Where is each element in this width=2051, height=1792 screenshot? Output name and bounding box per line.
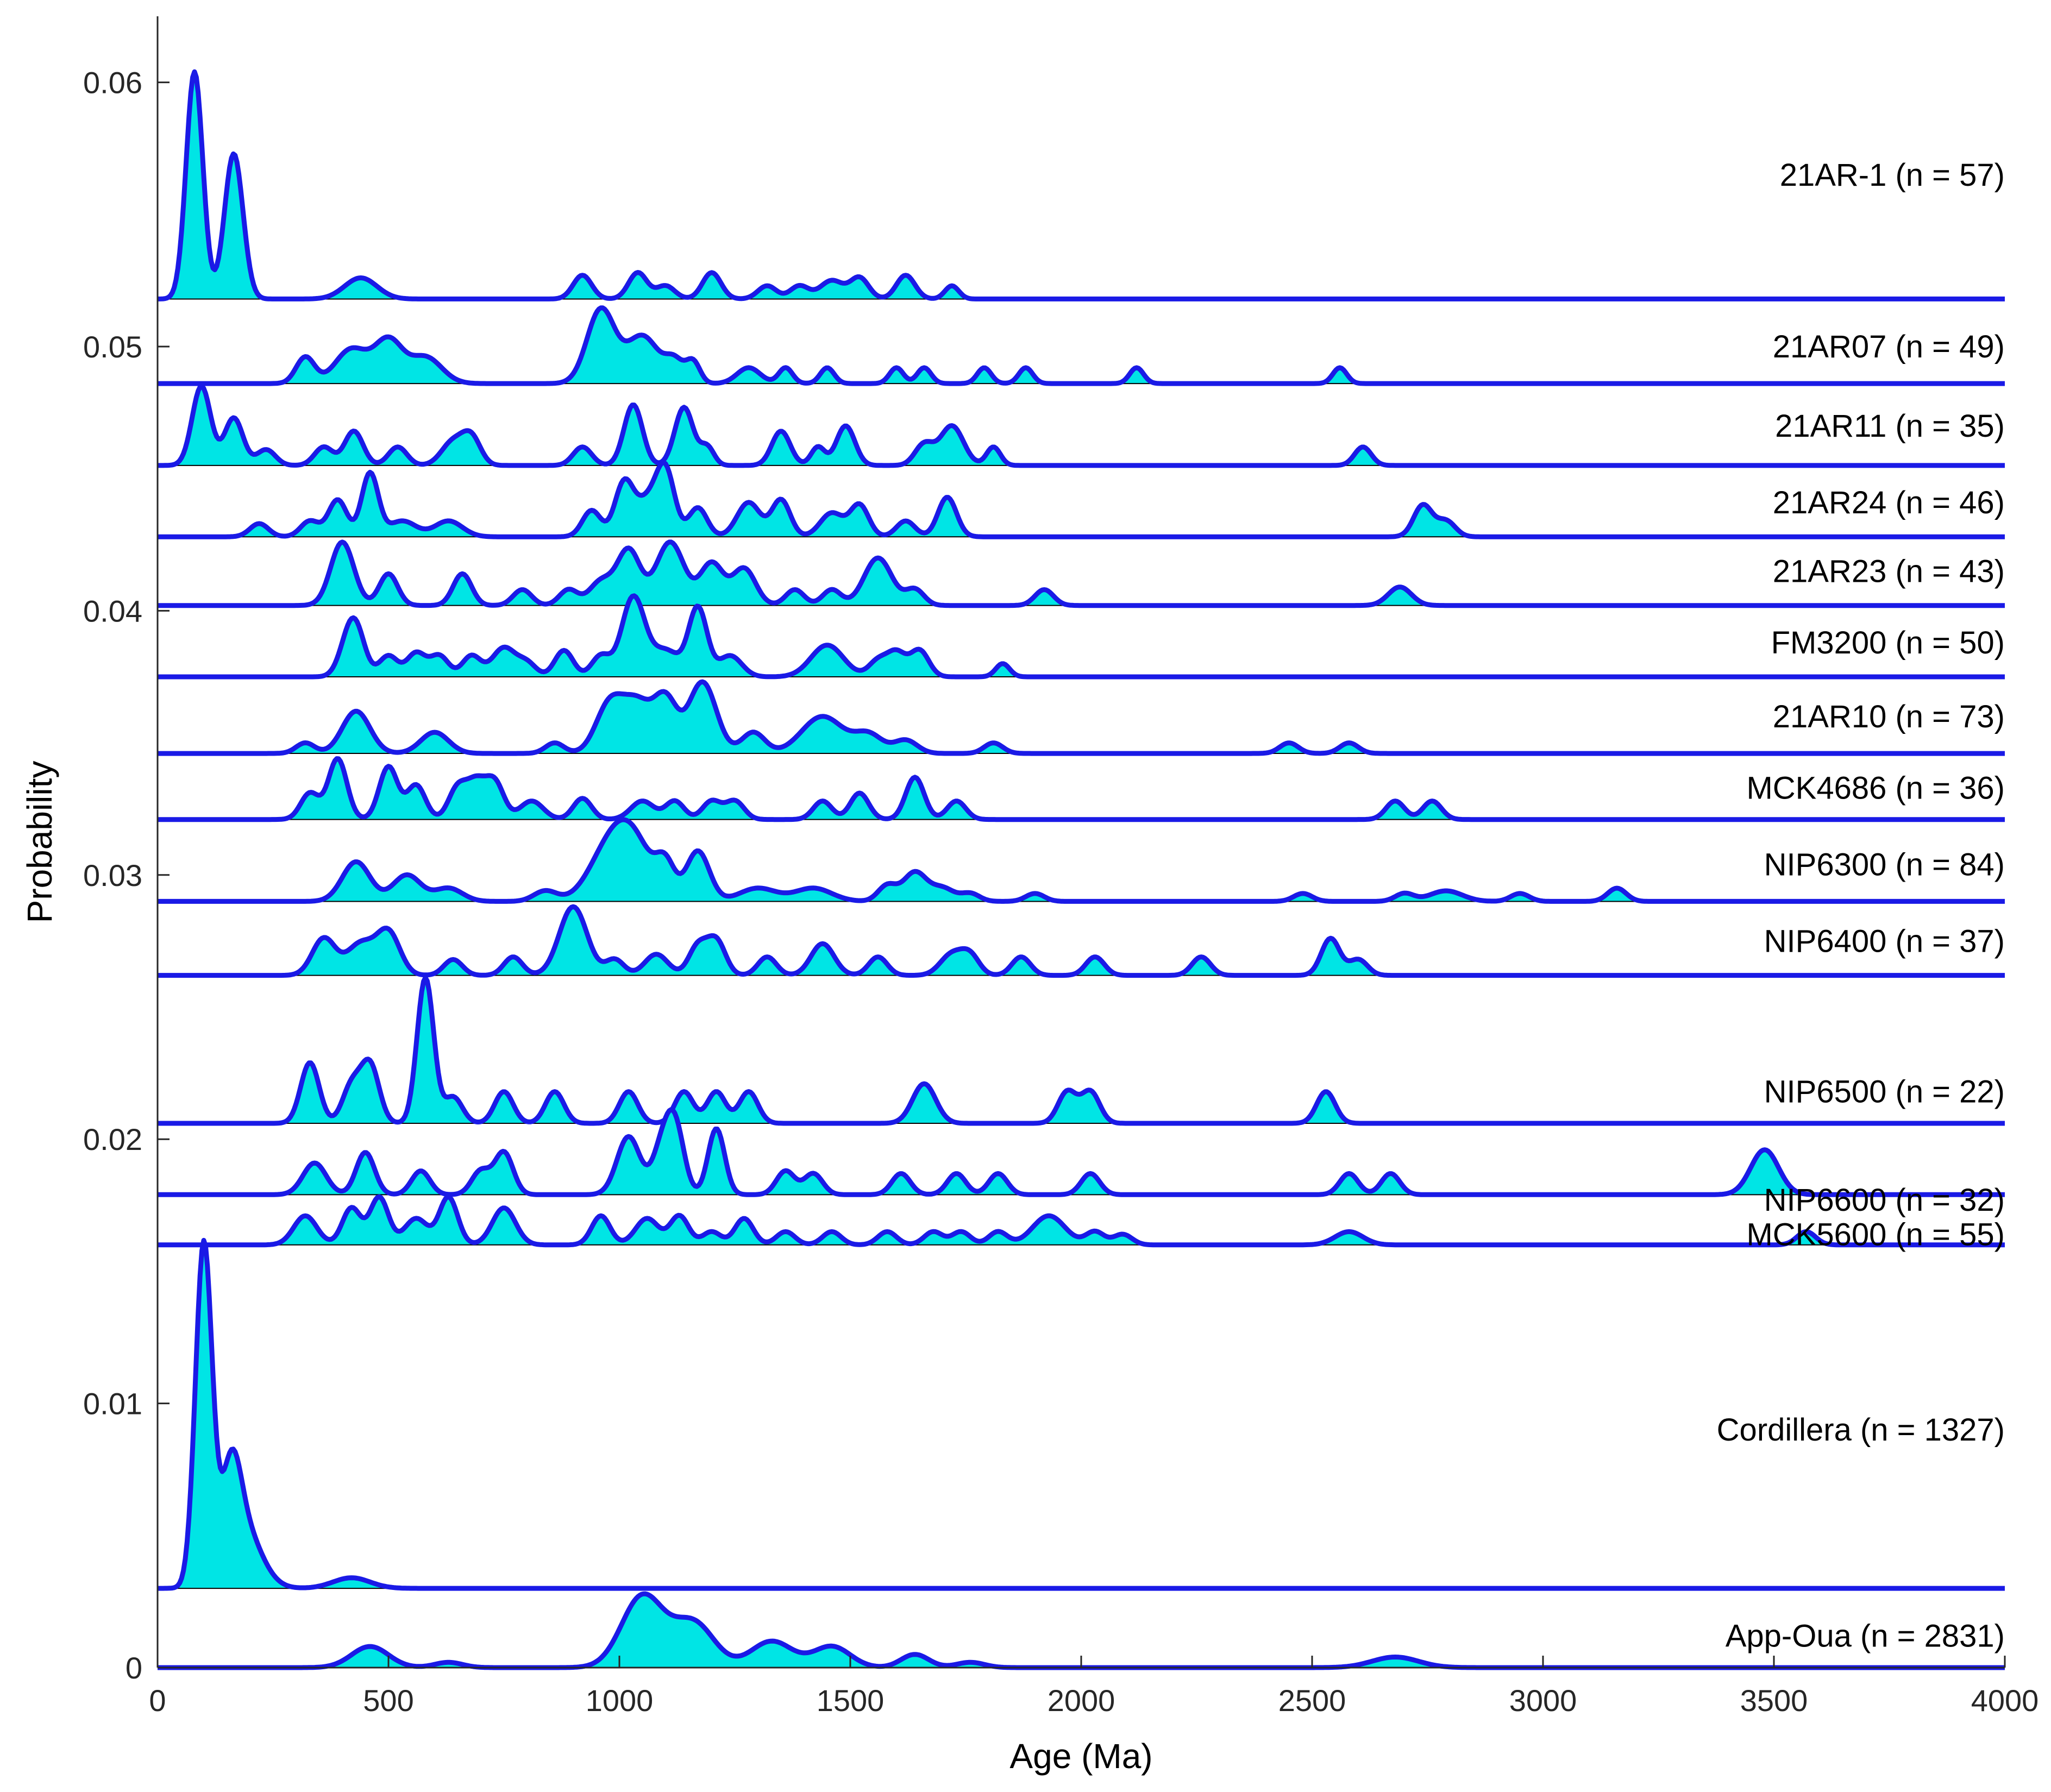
- series-group: [156, 756, 2006, 822]
- series-label: 21AR-1 (n = 57): [1780, 158, 2005, 193]
- series-line: [156, 305, 2006, 386]
- y-tick-label: 0.04: [83, 594, 142, 628]
- y-tick-label: 0.05: [83, 330, 142, 364]
- series-line: [156, 679, 2006, 756]
- series-group: [156, 1194, 2006, 1248]
- series-line: [156, 383, 2006, 468]
- x-tick-label: 2500: [1278, 1683, 1346, 1718]
- series-label: Cordillera (n = 1327): [1717, 1412, 2005, 1448]
- series-fill: [158, 386, 2005, 466]
- series-group: [156, 460, 2006, 539]
- x-ticks: 0 500 1000 1500 2000 2500 3000 3500 4000: [149, 1656, 2039, 1718]
- series-line: [156, 69, 2006, 301]
- x-tick-label: 500: [363, 1683, 413, 1718]
- series-group: [156, 1107, 2006, 1197]
- x-tick-label: 4000: [1971, 1683, 2039, 1718]
- x-tick-label: 0: [149, 1683, 166, 1718]
- series-line: [156, 460, 2006, 539]
- series-layer: [156, 69, 2006, 1670]
- x-axis-title: Age (Ma): [1009, 1737, 1152, 1776]
- x-tick-label: 2000: [1048, 1683, 1115, 1718]
- series-label: 21AR23 (n = 43): [1773, 554, 2005, 589]
- series-fill: [158, 72, 2005, 299]
- series-line: [156, 975, 2006, 1126]
- series-line: [156, 1237, 2006, 1591]
- series-fill: [158, 595, 2005, 677]
- series-label: 21AR24 (n = 46): [1773, 485, 2005, 520]
- series-line: [156, 1107, 2006, 1197]
- series-fill: [158, 542, 2005, 606]
- series-label: MCK4686 (n = 36): [1746, 770, 2005, 806]
- series-group: [156, 817, 2006, 904]
- series-group: [156, 305, 2006, 386]
- x-tick-label: 3500: [1740, 1683, 1808, 1718]
- series-fill: [158, 907, 2005, 976]
- series-line: [156, 1194, 2006, 1248]
- series-fill: [158, 820, 2005, 902]
- series-group: [156, 1237, 2006, 1591]
- series-labels: 21AR-1 (n = 57) 21AR07 (n = 49) 21AR11 (n …: [1717, 158, 2005, 1654]
- series-line: [156, 756, 2006, 822]
- series-group: [156, 975, 2006, 1126]
- series-line: [156, 817, 2006, 904]
- series-group: [156, 383, 2006, 468]
- series-label: NIP6300 (n = 84): [1764, 847, 2005, 882]
- y-tick-label: 0.02: [83, 1122, 142, 1156]
- axes: 0 500 1000 1500 2000 2500 3000 3500 4000 0 0.01 0.…: [83, 16, 2039, 1718]
- series-group: [156, 593, 2006, 680]
- series-fill: [158, 1109, 2005, 1195]
- series-fill: [158, 1594, 2005, 1668]
- series-label: NIP6500 (n = 22): [1764, 1074, 2005, 1110]
- series-line: [156, 904, 2006, 978]
- x-tick-label: 1000: [586, 1683, 654, 1718]
- series-label: App-Oua (n = 2831): [1726, 1619, 2005, 1654]
- x-tick-label: 3000: [1509, 1683, 1577, 1718]
- y-tick-label: 0.06: [83, 66, 142, 100]
- series-fill: [158, 682, 2005, 754]
- series-label: NIP6600 (n = 32): [1764, 1183, 2005, 1218]
- series-group: [156, 539, 2006, 608]
- series-line: [156, 539, 2006, 608]
- series-label: FM3200 (n = 50): [1771, 625, 2005, 661]
- y-tick-label: 0.03: [83, 858, 142, 892]
- series-label: NIP6400 (n = 37): [1764, 923, 2005, 959]
- series-fill: [158, 1197, 2005, 1245]
- series-fill: [158, 758, 2005, 820]
- series-group: [156, 904, 2006, 978]
- series-label: 21AR11 (n = 35): [1775, 408, 2005, 444]
- series-fill: [158, 307, 2005, 384]
- y-ticks: 0 0.01 0.02 0.03 0.04 0.05 0.06: [83, 66, 170, 1685]
- series-line: [156, 593, 2006, 680]
- series-group: [156, 69, 2006, 301]
- y-tick-label: 0.01: [83, 1387, 142, 1421]
- y-tick-label: 0: [126, 1651, 142, 1685]
- series-fill: [158, 462, 2005, 537]
- series-label: 21AR07 (n = 49): [1773, 329, 2005, 364]
- series-label: 21AR10 (n = 73): [1773, 699, 2005, 734]
- x-tick-label: 1500: [817, 1683, 885, 1718]
- series-label: MCK5600 (n = 55): [1746, 1217, 2005, 1252]
- y-axis-title: Probability: [20, 761, 59, 923]
- series-group: [156, 679, 2006, 756]
